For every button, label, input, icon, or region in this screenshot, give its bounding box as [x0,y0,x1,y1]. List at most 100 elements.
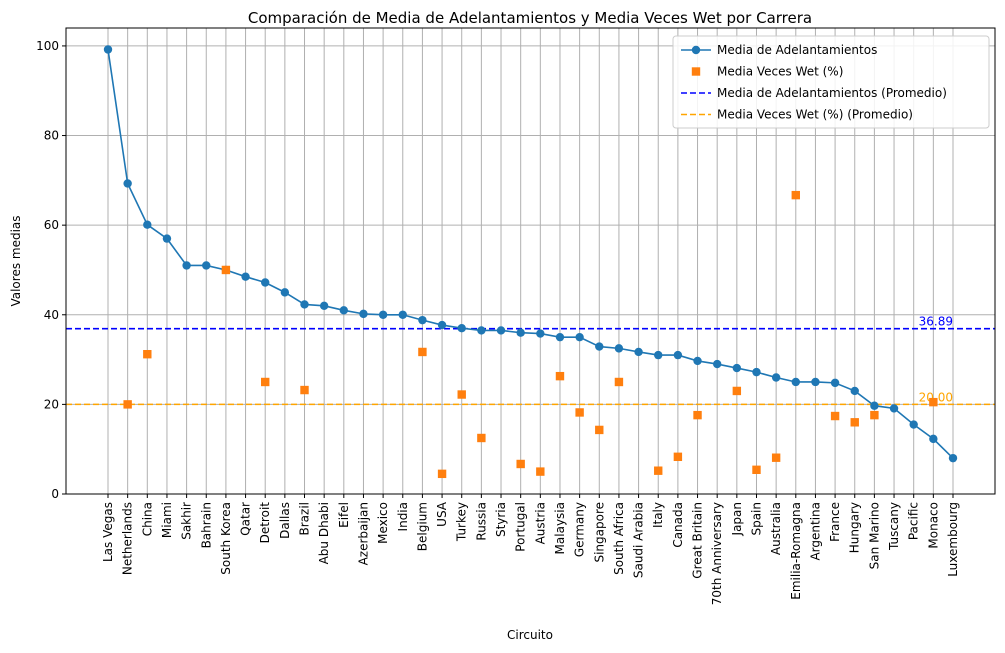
x-tick-label: Azerbaijan [356,502,370,565]
legend-label: Media Veces Wet (%) (Promedio) [717,108,913,122]
data-point-wet [261,377,270,387]
data-point-wet [437,469,447,479]
x-tick-label: Sakhir [180,502,194,540]
y-axis-label: Valores medias [9,215,23,306]
x-tick-label: Great Britain [691,502,705,579]
x-tick-label: Netherlands [121,502,135,575]
data-point-adelantamientos [202,261,211,270]
data-point-wet [830,411,840,421]
data-point-wet [771,453,781,462]
y-axis-ticks: 0 20 40 60 80 100 [36,39,66,501]
data-point-adelantamientos [182,261,191,270]
x-tick-label: Luxembourg [946,502,960,577]
series-layer [103,45,958,479]
legend-box [672,35,990,129]
reference-line-label: 36.89 [919,315,953,329]
data-point-adelantamientos [162,234,172,243]
data-point-adelantamientos [595,342,604,351]
data-point-wet [123,400,132,409]
data-point-adelantamientos [752,367,761,377]
x-tick-label: Miami [160,502,174,538]
x-tick-label: Germany [573,502,587,557]
x-tick-label: 70th Anniversary [710,502,724,605]
data-point-adelantamientos [693,356,702,366]
legend-marker-swatch [691,67,701,76]
x-tick-label: Argentina [808,502,822,561]
x-tick-label: Austria [533,502,547,544]
data-point-wet [752,465,761,475]
y-tick-label: 20 [44,397,59,411]
legend-label: Media Veces Wet (%) [717,65,843,79]
legend-marker-swatch [691,45,701,55]
x-tick-label: Pacific [907,502,921,540]
data-point-adelantamientos [909,420,918,429]
reference-line-label: 20.00 [919,390,953,404]
x-tick-label: Turkey [455,502,469,542]
x-axis-ticks: Las Vegas Netherlands China Miami Sakhir Bahr… [101,494,960,605]
x-tick-label: Bahrain [199,502,213,548]
data-point-wet [418,347,427,357]
data-point-adelantamientos [477,326,486,335]
data-point-adelantamientos [791,377,800,387]
data-point-wet [929,397,938,407]
x-tick-label: South Africa [612,502,626,575]
x-tick-label: Italy [651,502,665,528]
x-axis-label: Circuito [507,628,553,642]
data-point-adelantamientos [732,363,742,373]
reference-lines: 36.89 20.00 [66,315,995,406]
data-point-adelantamientos [575,332,584,342]
legend-label: Media de Adelantamientos [717,43,877,57]
data-point-adelantamientos [948,453,958,463]
data-point-adelantamientos [811,377,820,387]
data-point-adelantamientos [516,328,525,337]
x-tick-label: South Korea [219,502,233,575]
data-point-wet [654,466,663,475]
data-point-adelantamientos [830,378,840,388]
x-tick-label: Abu Dhabi [317,502,331,564]
x-tick-label: Eifel [337,502,351,528]
x-tick-label: Singapore [592,502,606,563]
data-point-wet [870,410,879,420]
data-point-adelantamientos [359,309,368,319]
data-point-adelantamientos [123,179,132,188]
data-point-wet [477,433,486,443]
y-tick-label: 60 [44,218,59,232]
x-tick-label: Brazil [298,502,312,536]
x-tick-label: Canada [671,502,685,548]
x-tick-label: Japan [730,502,744,536]
data-point-wet [516,459,525,469]
data-point-wet [221,265,231,275]
data-point-wet [673,452,683,462]
y-tick-label: 80 [44,129,59,143]
data-point-adelantamientos [280,288,290,297]
data-point-adelantamientos [634,347,643,357]
data-point-wet [143,350,152,359]
data-point-adelantamientos [143,220,152,229]
data-point-wet [693,410,702,420]
x-tick-label: Australia [769,502,783,555]
x-tick-label: Qatar [239,502,253,536]
data-point-wet [457,390,466,399]
data-point-wet [791,190,800,200]
data-point-adelantamientos [536,329,545,338]
x-tick-label: Styria [494,502,508,537]
data-point-wet [614,377,624,387]
data-point-wet [732,386,742,396]
data-point-adelantamientos [850,386,859,396]
data-point-wet [555,371,565,381]
data-point-adelantamientos [929,434,938,444]
data-point-adelantamientos [378,310,388,319]
chart-title: Comparación de Media de Adelantamientos … [248,9,812,27]
data-point-adelantamientos [870,401,879,410]
x-tick-label: USA [435,501,449,527]
data-point-wet [300,385,309,395]
plot-frame [65,27,996,495]
data-point-adelantamientos [771,373,781,382]
x-tick-label: Belgium [415,502,429,551]
data-point-wet [595,425,604,435]
x-tick-label: France [828,502,842,542]
x-tick-label: Emilia-Romagna [789,502,803,600]
data-point-adelantamientos [889,404,899,413]
x-tick-label: Portugal [514,502,528,552]
